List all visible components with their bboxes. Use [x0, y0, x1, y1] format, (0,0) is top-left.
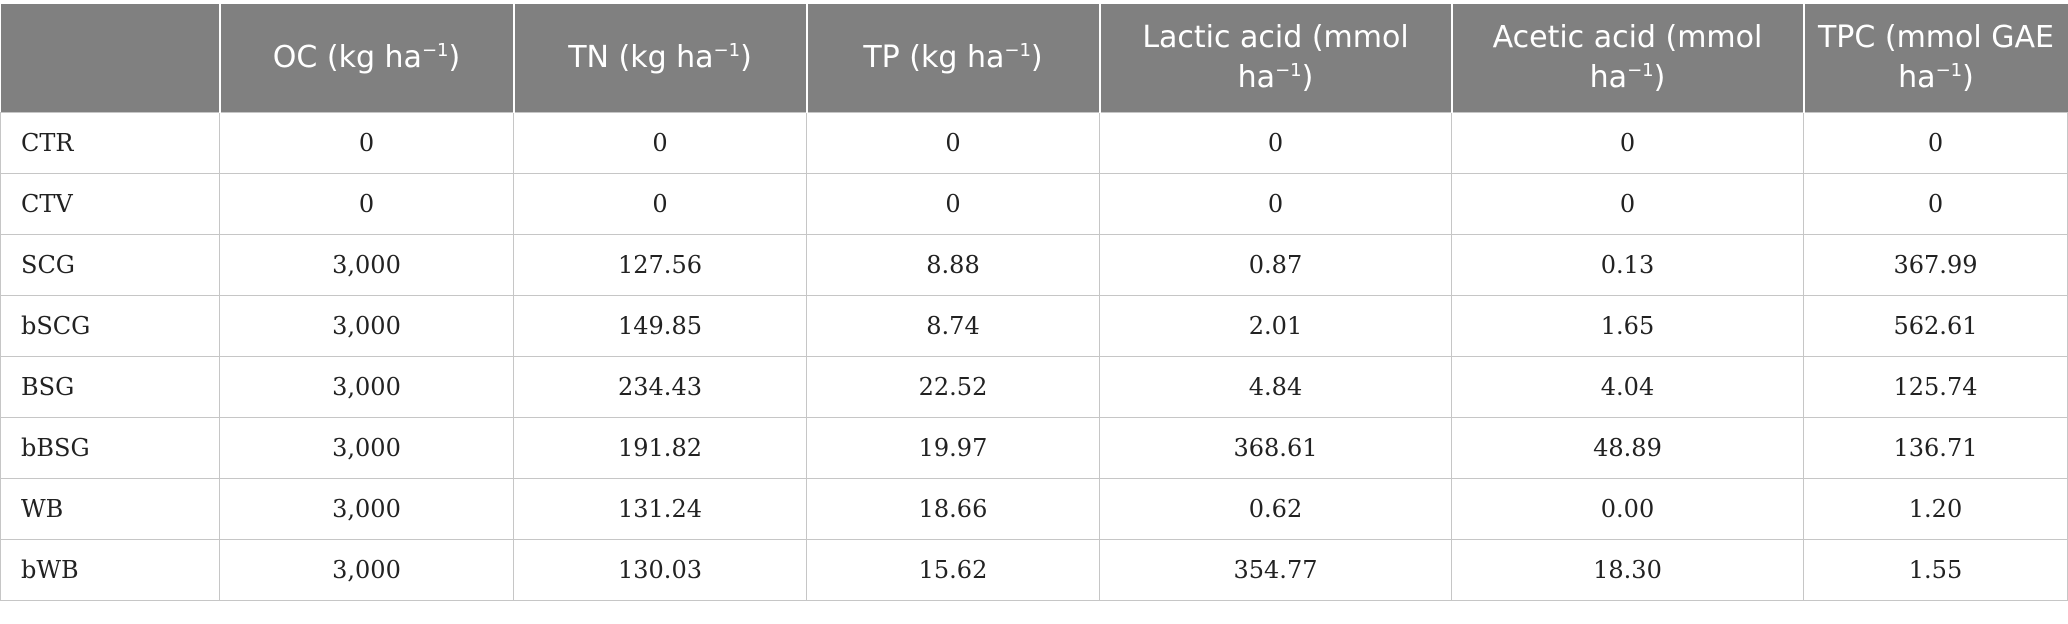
table-body: CTR 0 0 0 0 0 0 CTV 0 0 0 0 0 0 SCG 3,000 127.56 8.88 0.87…	[0, 111, 2068, 601]
table-cell: 1.20	[1803, 477, 2068, 540]
header-text: OC (kg ha	[272, 39, 422, 75]
table-cell: 3,000	[219, 416, 514, 479]
header-text: TP (kg ha	[863, 39, 1005, 75]
row-label: SCG	[0, 233, 220, 296]
table-cell: 0.13	[1451, 233, 1804, 296]
header-tpc: TPC (mmol GAE ha−1)	[1802, 4, 2068, 112]
header-tail: )	[740, 39, 752, 75]
header-tail: )	[1301, 59, 1314, 95]
table-row: SCG 3,000 127.56 8.88 0.87 0.13 367.99	[0, 233, 2068, 296]
header-acetic-acid: Acetic acid (mmol ha−1)	[1450, 4, 1804, 112]
table-cell: 3,000	[219, 233, 514, 296]
header-superscript: −1	[1935, 59, 1963, 81]
table-cell: 22.52	[806, 355, 1100, 418]
header-oc: OC (kg ha−1)	[218, 4, 514, 112]
table-container: OC (kg ha−1) TN (kg ha−1) TP (kg ha−1) Lact…	[0, 4, 2068, 601]
header-tp: TP (kg ha−1)	[805, 4, 1100, 112]
table-cell: 0	[1451, 172, 1804, 235]
table-cell: 18.66	[806, 477, 1100, 540]
table-cell: 131.24	[513, 477, 807, 540]
table-cell: 8.74	[806, 294, 1100, 357]
table-cell: 130.03	[513, 538, 807, 601]
header-tail: )	[1962, 59, 1974, 95]
header-text: Lactic acid (mmol ha	[1142, 19, 1409, 95]
table-row: WB 3,000 131.24 18.66 0.62 0.00 1.20	[0, 477, 2068, 540]
header-text: TPC (mmol GAE ha	[1817, 19, 2054, 95]
header-blank	[0, 4, 220, 112]
row-label: bSCG	[0, 294, 220, 357]
table-cell: 0	[219, 111, 514, 174]
table-cell: 8.88	[806, 233, 1100, 296]
header-tail: )	[448, 39, 461, 75]
table-row: BSG 3,000 234.43 22.52 4.84 4.04 125.74	[0, 355, 2068, 418]
table-cell: 354.77	[1099, 538, 1452, 601]
table-cell: 0	[1099, 111, 1452, 174]
table-row: bSCG 3,000 149.85 8.74 2.01 1.65 562.61	[0, 294, 2068, 357]
table-cell: 3,000	[219, 294, 514, 357]
table-cell: 1.55	[1803, 538, 2068, 601]
table-cell: 125.74	[1803, 355, 2068, 418]
header-tail: )	[1653, 59, 1666, 95]
table-cell: 0	[1803, 111, 2068, 174]
table-cell: 0	[1451, 111, 1804, 174]
header-superscript: −1	[1275, 59, 1302, 81]
table-cell: 48.89	[1451, 416, 1804, 479]
table-row: CTR 0 0 0 0 0 0	[0, 111, 2068, 174]
table-cell: 0	[1803, 172, 2068, 235]
header-text: TN (kg ha	[568, 39, 714, 75]
table-cell: 367.99	[1803, 233, 2068, 296]
table-cell: 0	[513, 172, 807, 235]
header-superscript: −1	[713, 39, 741, 61]
header-tail: )	[1030, 39, 1043, 75]
row-label: bWB	[0, 538, 220, 601]
table-cell: 0	[219, 172, 514, 235]
table-cell: 136.71	[1803, 416, 2068, 479]
header-row: OC (kg ha−1) TN (kg ha−1) TP (kg ha−1) Lact…	[0, 4, 2068, 112]
table-cell: 0	[806, 172, 1100, 235]
table-cell: 2.01	[1099, 294, 1452, 357]
header-lactic-acid: Lactic acid (mmol ha−1)	[1098, 4, 1452, 112]
header-text: Acetic acid (mmol ha	[1492, 19, 1763, 95]
table-row: CTV 0 0 0 0 0 0	[0, 172, 2068, 235]
table-cell: 3,000	[219, 355, 514, 418]
table-cell: 0	[513, 111, 807, 174]
table-cell: 0.62	[1099, 477, 1452, 540]
table-cell: 562.61	[1803, 294, 2068, 357]
table-cell: 1.65	[1451, 294, 1804, 357]
table-cell: 0.00	[1451, 477, 1804, 540]
table-cell: 149.85	[513, 294, 807, 357]
row-label: CTR	[0, 111, 220, 174]
table-cell: 19.97	[806, 416, 1100, 479]
table-cell: 127.56	[513, 233, 807, 296]
row-label: BSG	[0, 355, 220, 418]
table-cell: 0	[1099, 172, 1452, 235]
table-cell: 191.82	[513, 416, 807, 479]
row-label: bBSG	[0, 416, 220, 479]
header-superscript: −1	[1627, 59, 1654, 81]
table-cell: 4.04	[1451, 355, 1804, 418]
table-cell: 0.87	[1099, 233, 1452, 296]
table-cell: 0	[806, 111, 1100, 174]
row-label: WB	[0, 477, 220, 540]
table-cell: 234.43	[513, 355, 807, 418]
header-superscript: −1	[421, 39, 449, 61]
table-cell: 3,000	[219, 538, 514, 601]
table-cell: 15.62	[806, 538, 1100, 601]
header-superscript: −1	[1004, 39, 1031, 61]
table-cell: 368.61	[1099, 416, 1452, 479]
header-tn: TN (kg ha−1)	[512, 4, 807, 112]
row-label: CTV	[0, 172, 220, 235]
data-table: OC (kg ha−1) TN (kg ha−1) TP (kg ha−1) Lact…	[0, 4, 2068, 601]
table-row: bBSG 3,000 191.82 19.97 368.61 48.89 136.71	[0, 416, 2068, 479]
table-cell: 18.30	[1451, 538, 1804, 601]
table-cell: 4.84	[1099, 355, 1452, 418]
table-cell: 3,000	[219, 477, 514, 540]
table-row: bWB 3,000 130.03 15.62 354.77 18.30 1.55	[0, 538, 2068, 601]
